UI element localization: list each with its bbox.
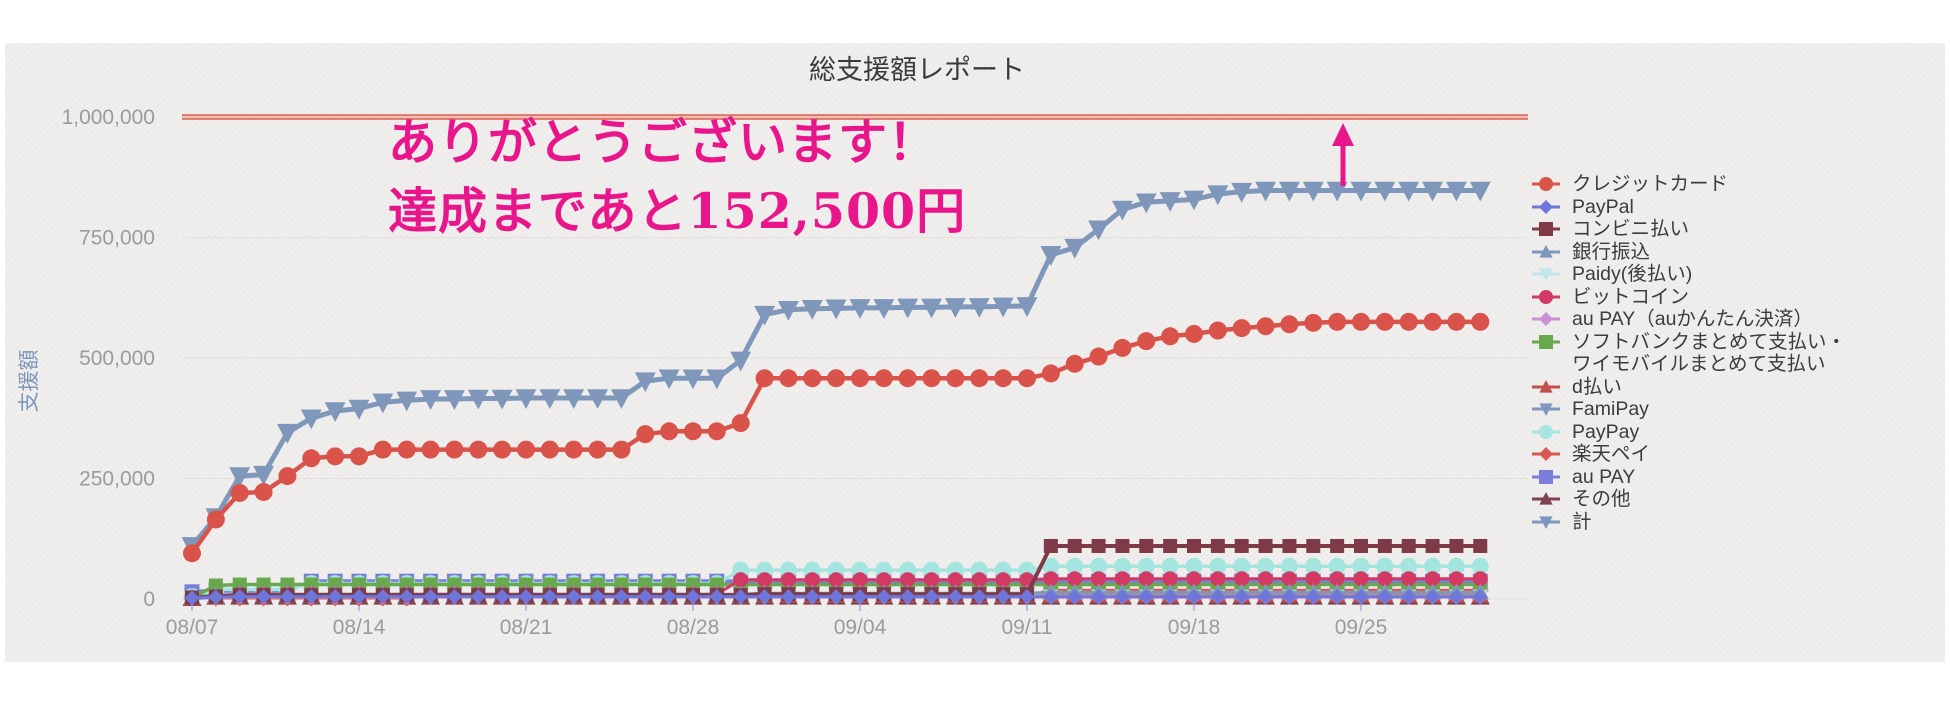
legend-item-paypay[interactable]: PayPay (1531, 421, 1846, 444)
bank-transfer-marker-icon (1532, 244, 1560, 258)
annotation-line-2: 達成まであと152,500円 (388, 182, 967, 240)
legend-label: 楽天ペイ (1572, 443, 1651, 465)
legend-label: au PAY（auかんたん決済） (1572, 308, 1813, 330)
paidy-marker-icon (1532, 268, 1560, 281)
y-axis-title: 支援額 (18, 349, 41, 413)
legend-item-softbank[interactable]: ソフトバンクまとめて支払い・ ワイモバイルまとめて支払い (1531, 331, 1846, 376)
y-tick-label: 750,000 (79, 227, 155, 250)
x-tick-label: 08/28 (667, 616, 720, 639)
legend-item-famipay[interactable]: FamiPay (1531, 398, 1846, 421)
annotation-line-1: ありがとうございます！ (388, 113, 939, 171)
aupay-kantan-marker-icon (1532, 312, 1560, 326)
goal-line (182, 114, 1528, 120)
legend-item-d-barai[interactable]: d払い (1531, 376, 1846, 399)
legend-label: PayPay (1572, 420, 1640, 443)
legend-label: d払い (1572, 375, 1622, 398)
legend-item-paidy[interactable]: Paidy(後払い) (1531, 263, 1846, 286)
x-tick-label: 09/04 (834, 616, 887, 639)
x-tick-label: 09/18 (1168, 616, 1221, 639)
series-paypal (184, 589, 1488, 606)
paypay-marker-icon (1532, 424, 1560, 439)
chart-legend: クレジットカード PayPal コンビニ払い 銀行振込 Paidy(後払い) ビットコイン… (1531, 173, 1846, 533)
d-barai-marker-icon (1532, 379, 1560, 393)
thank-you-annotation: ありがとうございます！ 達成まであと152,500円 (388, 108, 966, 246)
legend-item-paypal[interactable]: PayPal (1531, 196, 1846, 219)
paypal-marker-icon (1532, 199, 1560, 214)
legend-label: FamiPay (1572, 398, 1649, 420)
x-tick-label: 08/07 (166, 616, 219, 639)
legend-label: ビットコイン (1572, 285, 1690, 308)
legend-label: クレジットカード (1572, 173, 1729, 195)
legend-item-aupay[interactable]: au PAY (1531, 466, 1846, 489)
legend-item-bitcoin[interactable]: ビットコイン (1531, 286, 1846, 309)
legend-item-konbini[interactable]: コンビニ払い (1531, 218, 1846, 241)
y-tick-label: 250,000 (79, 468, 155, 491)
konbini-marker-icon (1532, 222, 1560, 236)
rakuten-pay-marker-icon (1532, 447, 1560, 461)
legend-label: PayPal (1572, 195, 1634, 218)
x-tick-label: 08/14 (333, 616, 386, 639)
legend-item-sonota[interactable]: その他 (1531, 488, 1846, 511)
aupay-marker-icon (1532, 469, 1560, 484)
y-tick-label: 1,000,000 (62, 106, 155, 129)
legend-item-bank-transfer[interactable]: 銀行振込 (1531, 241, 1846, 264)
legend-item-aupay-kantan[interactable]: au PAY（auかんたん決済） (1531, 308, 1846, 331)
legend-item-rakuten-pay[interactable]: 楽天ペイ (1531, 443, 1846, 466)
series-kei (181, 181, 1491, 557)
softbank-marker-icon (1532, 334, 1560, 349)
credit-card-marker-icon (1532, 177, 1560, 191)
legend-label: ソフトバンクまとめて支払い・ ワイモバイルまとめて支払い (1572, 330, 1846, 376)
legend-label: au PAY (1572, 465, 1636, 488)
legend-label: 銀行振込 (1572, 240, 1651, 263)
legend-label: 計 (1572, 510, 1592, 533)
bitcoin-marker-icon (1532, 289, 1560, 304)
kei-marker-icon (1532, 515, 1560, 529)
sonota-marker-icon (1532, 492, 1560, 505)
legend-label: コンビニ払い (1572, 218, 1690, 240)
legend-label: Paidy(後払い) (1572, 263, 1693, 285)
legend-item-kei[interactable]: 計 (1531, 511, 1846, 534)
x-tick-label: 08/21 (500, 616, 553, 639)
legend-label: その他 (1572, 488, 1631, 510)
famipay-marker-icon (1532, 403, 1560, 416)
legend-item-credit-card[interactable]: クレジットカード (1531, 173, 1846, 196)
goal-arrow-icon (1332, 123, 1354, 186)
chart-title: 総支援額レポート (809, 55, 1025, 85)
x-tick-label: 09/11 (1001, 616, 1052, 639)
chart-panel (5, 43, 1945, 662)
series-credit-card (183, 312, 1490, 563)
y-tick-label: 500,000 (79, 347, 155, 370)
y-tick-label: 0 (143, 588, 155, 611)
x-tick-label: 09/25 (1335, 616, 1388, 639)
